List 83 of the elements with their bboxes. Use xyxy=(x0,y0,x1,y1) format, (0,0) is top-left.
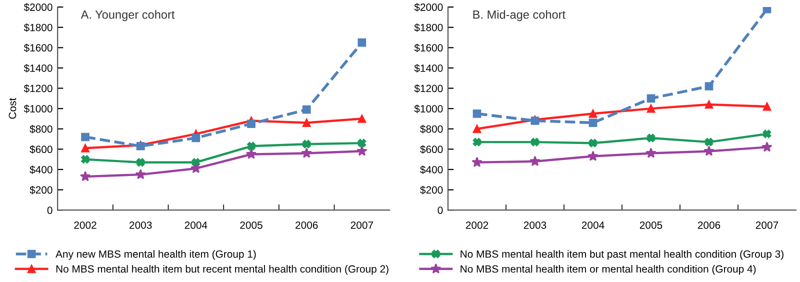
y-axis-title: Cost xyxy=(8,98,16,119)
y-tick-label: $2000 xyxy=(24,3,52,12)
point xyxy=(356,146,368,156)
point xyxy=(762,142,772,152)
point xyxy=(530,156,540,166)
point xyxy=(530,138,540,146)
y-tick-label: $1600 xyxy=(24,44,52,52)
point xyxy=(704,82,714,90)
y-tick-label: $1400 xyxy=(414,64,443,72)
y-tick-label: $2000 xyxy=(414,3,443,12)
y-tick-label: $1600 xyxy=(414,44,443,52)
point xyxy=(472,138,482,146)
x-tick-label: 2003 xyxy=(524,221,546,229)
point xyxy=(136,158,145,167)
point xyxy=(762,7,772,14)
y-tick-label: $600 xyxy=(30,145,52,154)
x-tick-label: 2007 xyxy=(756,221,778,229)
y-tick-label: $800 xyxy=(30,124,52,134)
x-tick-label: 2002 xyxy=(74,221,96,229)
point xyxy=(358,114,366,123)
point xyxy=(588,118,598,127)
y-tick-label: 0 xyxy=(47,206,52,214)
y-tick-label: $1000 xyxy=(414,104,443,114)
y-tick-label: $400 xyxy=(30,166,52,174)
point xyxy=(358,138,366,148)
point xyxy=(588,138,598,148)
x-tick-label: 2004 xyxy=(184,221,208,229)
point xyxy=(762,130,772,138)
point xyxy=(358,38,366,47)
point xyxy=(646,134,656,142)
point xyxy=(646,104,656,113)
legend-label: No MBS mental health item but recent mental health condition (Group 2) xyxy=(56,265,388,275)
point xyxy=(81,132,90,142)
point xyxy=(247,142,256,150)
y-tick-label: 0 xyxy=(438,206,443,214)
point xyxy=(588,109,598,118)
legend-label: No MBS mental health item or mental health condition (Group 4) xyxy=(460,265,756,275)
point xyxy=(646,94,656,103)
x-tick-label: 2006 xyxy=(296,221,318,229)
point xyxy=(704,146,714,156)
y-tick-label: $200 xyxy=(30,186,52,194)
point xyxy=(81,155,90,164)
point xyxy=(302,118,311,127)
y-tick-label: $1800 xyxy=(414,23,443,32)
y-tick-label: $200 xyxy=(420,186,443,194)
chart-title: A. Younger cohort xyxy=(80,10,175,22)
x-tick-label: 2006 xyxy=(698,221,720,229)
point xyxy=(80,171,91,182)
y-tick-label: $1400 xyxy=(24,64,52,72)
point xyxy=(81,144,90,152)
point xyxy=(472,109,482,118)
point xyxy=(246,148,257,159)
point xyxy=(192,134,200,142)
legend-label: Any new MBS mental health item (Group 1) xyxy=(56,250,256,260)
x-tick-label: 2007 xyxy=(350,221,373,229)
point xyxy=(472,156,482,168)
x-tick-label: 2005 xyxy=(640,221,662,229)
chart-title: B. Mid-age cohort xyxy=(473,10,566,22)
x-tick-label: 2003 xyxy=(130,221,152,229)
y-tick-label: $1200 xyxy=(414,84,443,93)
x-tick-label: 2002 xyxy=(466,221,488,229)
point xyxy=(247,120,256,128)
y-tick-label: $1800 xyxy=(24,23,52,32)
y-tick-label: $800 xyxy=(420,124,443,134)
x-tick-label: 2005 xyxy=(240,221,262,229)
point xyxy=(192,158,200,167)
point xyxy=(588,150,598,161)
point xyxy=(646,148,656,158)
y-tick-label: $1200 xyxy=(24,84,52,93)
point xyxy=(762,102,772,111)
point xyxy=(302,105,311,114)
point xyxy=(301,148,312,158)
point xyxy=(704,138,714,146)
point xyxy=(190,162,202,174)
y-tick-label: $600 xyxy=(420,145,443,154)
point xyxy=(704,100,714,109)
y-tick-label: $1000 xyxy=(24,104,52,114)
x-tick-label: 2004 xyxy=(582,221,604,229)
y-tick-label: $400 xyxy=(420,166,443,174)
point xyxy=(302,140,311,148)
point xyxy=(472,124,482,134)
point xyxy=(135,169,146,180)
legend-label: No MBS mental health item but past mental health condition (Group 3) xyxy=(460,250,784,260)
